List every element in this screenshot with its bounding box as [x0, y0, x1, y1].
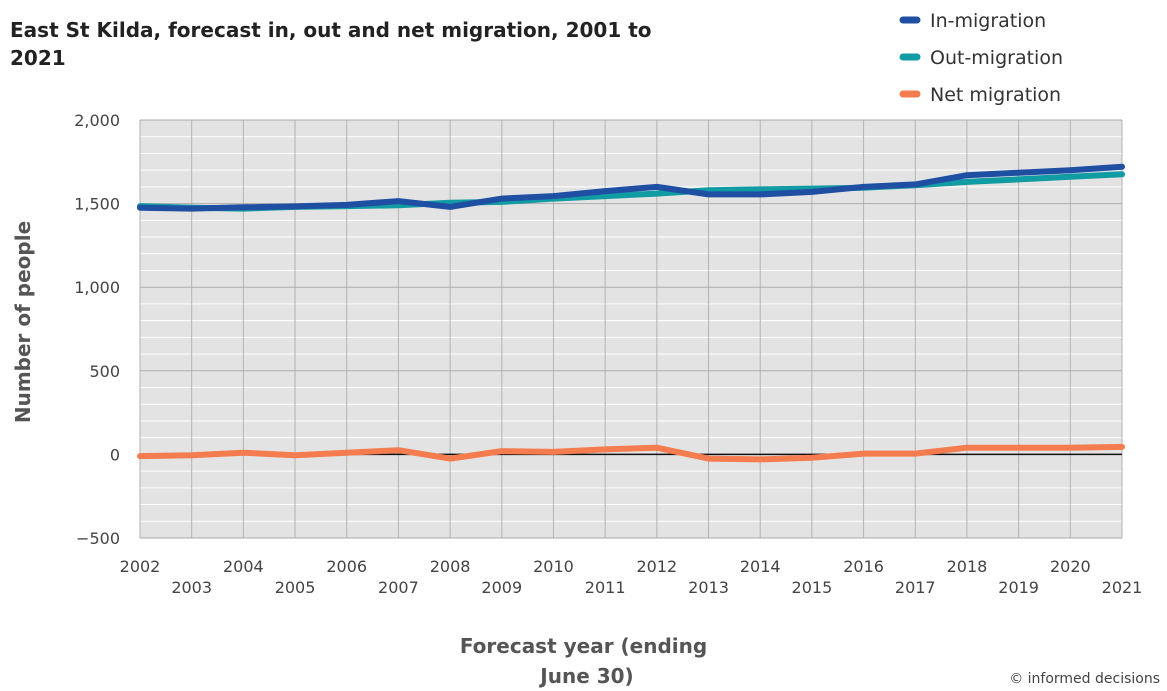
x-tick-label: 2015 — [792, 578, 833, 597]
legend: In-migration Out-migration Net migration — [899, 10, 1063, 106]
y-tick-label: 2,000 — [74, 111, 120, 130]
x-tick-label: 2021 — [1102, 578, 1143, 597]
x-tick-label: 2017 — [895, 578, 936, 597]
x-tick-label: 2012 — [636, 557, 677, 576]
x-tick-label: 2011 — [585, 578, 626, 597]
series-line-net-migration — [137, 443, 1125, 463]
x-tick-label: 2010 — [533, 557, 574, 576]
x-axis-title-line-1: Forecast year (ending — [460, 634, 707, 658]
x-tick-labels: 2002 2003 2004 2005 2006 2007 2008 2009 2010 2011… — [120, 557, 1143, 597]
series-lines — [137, 163, 1125, 463]
x-axis-title-line-2: June 30) — [538, 664, 633, 688]
x-tick-label: 2002 — [120, 557, 161, 576]
y-axis-title: Number of people — [11, 221, 35, 423]
legend-label: In-migration — [930, 10, 1046, 32]
x-tick-label: 2008 — [430, 557, 471, 576]
y-tick-label: 1,000 — [74, 278, 120, 297]
x-tick-label: 2013 — [688, 578, 729, 597]
y-tick-labels: −500 0 500 1,000 1,500 2,000 — [74, 111, 120, 548]
x-tick-label: 2005 — [275, 578, 316, 597]
y-tick-label: 0 — [110, 445, 120, 464]
x-tick-label: 2009 — [481, 578, 522, 597]
x-tick-label: 2004 — [223, 557, 264, 576]
x-tick-label: 2018 — [947, 557, 988, 576]
legend-label: Out-migration — [930, 47, 1063, 69]
legend-label: Net migration — [930, 84, 1061, 106]
x-tick-label: 2020 — [1050, 557, 1091, 576]
credit-text: © informed decisions — [1009, 671, 1160, 687]
y-tick-label: 1,500 — [74, 195, 120, 214]
x-tick-label: 2007 — [378, 578, 419, 597]
x-tick-label: 2016 — [843, 557, 884, 576]
x-tick-label: 2006 — [326, 557, 367, 576]
y-tick-label: 500 — [89, 362, 120, 381]
x-axis-title: Forecast year (ending June 30) — [460, 634, 714, 688]
x-tick-label: 2019 — [998, 578, 1039, 597]
x-tick-label: 2014 — [740, 557, 781, 576]
x-tick-label: 2003 — [171, 578, 212, 597]
y-tick-label: −500 — [76, 529, 120, 548]
chart-title: East St Kilda, forecast in, out and net … — [10, 18, 652, 70]
series-line-in-migration — [137, 163, 1125, 212]
